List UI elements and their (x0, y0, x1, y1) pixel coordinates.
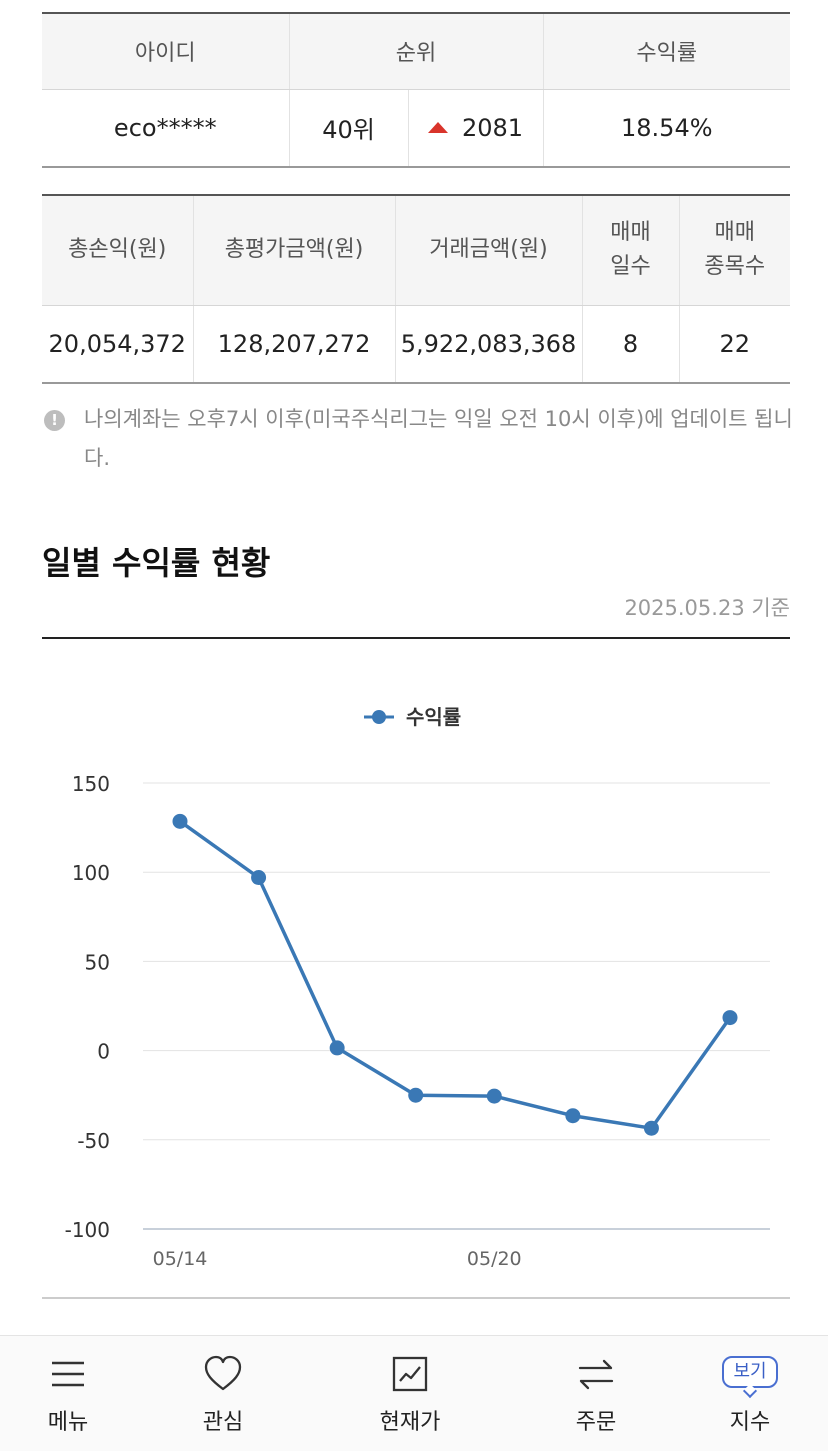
header-return-rate: 수익률 (543, 13, 791, 90)
header-trade-days-line1: 매매 (610, 220, 651, 246)
data-point[interactable] (486, 1088, 502, 1104)
table-row: eco***** 40위 2081 18.54% (42, 89, 790, 167)
trade-items: 22 (719, 329, 751, 358)
daily-return-chart: 150 100 50 0 -50 -100 수익률 05/14 05/20 (65, 705, 770, 1270)
return-rate: 18.54% (621, 113, 713, 142)
header-rank: 순위 (289, 13, 544, 90)
hamburger-menu-icon (52, 1361, 84, 1387)
header-trade-items-line2: 종목수 (704, 254, 766, 280)
nav-watchlist[interactable]: 관심 (168, 1336, 278, 1451)
legend-marker (372, 710, 386, 724)
bottom-nav: 메뉴 관심 현재가 주문 보기 지수 (0, 1335, 828, 1451)
nav-current-price[interactable]: 현재가 (355, 1336, 465, 1451)
data-point[interactable] (251, 870, 267, 886)
divider (42, 637, 790, 639)
rank-change-value: 2081 (461, 113, 524, 142)
series-line (178, 819, 732, 1130)
data-point[interactable] (408, 1087, 424, 1103)
y-tick-label: 50 (85, 950, 110, 974)
triangle-up-icon (427, 121, 448, 133)
nav-current-price-label: 현재가 (379, 1410, 441, 1435)
header-trade-days: 매매 일수 (582, 195, 680, 306)
swap-arrows-icon (578, 1359, 614, 1390)
header-trade-days-line2: 일수 (610, 254, 651, 280)
base-date: 2025.05.23 기준 (624, 596, 790, 620)
nav-index[interactable]: 보기 지수 (695, 1336, 805, 1451)
rank-change: 2081 (408, 89, 544, 167)
nav-menu-label: 메뉴 (47, 1410, 89, 1435)
x-tick-label: 05/20 (467, 1248, 522, 1270)
y-tick-label: -100 (65, 1218, 110, 1242)
x-tick-label: 05/14 (153, 1248, 208, 1270)
trade-amount: 5,922,083,368 (395, 305, 583, 383)
nav-order-label: 주문 (575, 1410, 617, 1435)
chart-grid: 150 100 50 0 -50 -100 (65, 772, 770, 1242)
trade-days: 8 (582, 305, 680, 383)
header-trade-amount: 거래금액(원) (395, 195, 583, 306)
rank-table: 아이디 순위 수익률 eco***** 40위 2081 18.54% (42, 12, 791, 168)
total-eval: 128,207,272 (193, 305, 396, 383)
nav-watchlist-label: 관심 (202, 1410, 244, 1435)
header-user-id: 아이디 (42, 13, 290, 90)
update-notice: ! 나의계좌는 오후7시 이후(미국주식리그는 익일 오전 10시 이후)에 업… (42, 400, 802, 478)
chart-x-axis: 05/14 05/20 (153, 1248, 522, 1270)
header-total-profit: 총손익(원) (42, 195, 194, 306)
y-tick-label: -50 (77, 1129, 110, 1153)
data-point[interactable] (565, 1108, 581, 1124)
y-tick-label: 150 (72, 772, 110, 796)
data-point[interactable] (172, 813, 188, 829)
legend-label: 수익률 (406, 705, 461, 729)
y-tick-label: 0 (97, 1040, 110, 1064)
rank-value: 40위 (289, 89, 409, 167)
exclamation-circle-icon: ! (44, 410, 65, 431)
chart-legend[interactable]: 수익률 (364, 705, 461, 729)
data-point[interactable] (643, 1120, 659, 1136)
user-id: eco***** (42, 89, 290, 167)
data-point[interactable] (722, 1010, 738, 1026)
header-trade-items-line1: 매매 (714, 220, 755, 246)
chart-line-icon (392, 1356, 428, 1392)
total-profit: 20,054,372 (42, 305, 194, 383)
table-row: 20,054,372 128,207,272 5,922,083,368 8 2… (42, 305, 790, 383)
chart-series (172, 813, 738, 1136)
nav-index-label: 지수 (729, 1410, 771, 1435)
stats-table: 총손익(원) 총평가금액(원) 거래금액(원) 매매 일수 매매 종목수 20,… (42, 194, 790, 384)
nav-menu[interactable]: 메뉴 (13, 1336, 123, 1451)
section-title: 일별 수익률 현황 (42, 544, 271, 582)
divider (42, 1297, 790, 1299)
y-tick-label: 100 (72, 861, 110, 885)
header-trade-items: 매매 종목수 (679, 195, 790, 306)
heart-icon (204, 1355, 242, 1391)
data-point[interactable] (329, 1040, 345, 1056)
header-total-eval: 총평가금액(원) (193, 195, 396, 306)
nav-order[interactable]: 주문 (541, 1336, 651, 1451)
notice-text: 나의계좌는 오후7시 이후(미국주식리그는 익일 오전 10시 이후)에 업데이… (84, 407, 793, 470)
